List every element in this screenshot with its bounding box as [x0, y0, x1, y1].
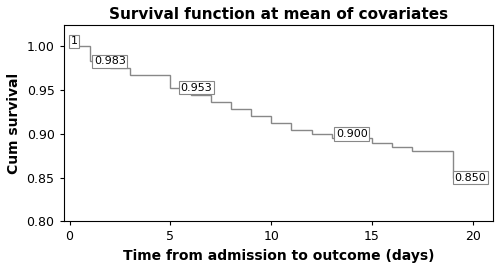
Text: 0.850: 0.850 [454, 173, 486, 183]
Title: Survival function at mean of covariates: Survival function at mean of covariates [108, 7, 448, 22]
Y-axis label: Cum survival: Cum survival [7, 72, 21, 174]
X-axis label: Time from admission to outcome (days): Time from admission to outcome (days) [122, 249, 434, 263]
Text: 0.900: 0.900 [336, 129, 368, 139]
Text: 0.953: 0.953 [180, 83, 212, 93]
Text: 1: 1 [70, 36, 78, 46]
Text: 0.983: 0.983 [94, 56, 126, 66]
